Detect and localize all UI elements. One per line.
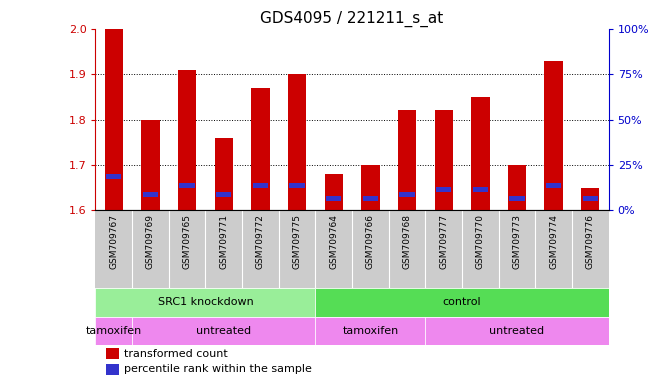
Bar — [399, 192, 415, 197]
Bar — [509, 197, 524, 202]
Text: untreated: untreated — [490, 326, 545, 336]
Bar — [141, 119, 159, 210]
Text: GSM709771: GSM709771 — [219, 214, 228, 269]
Bar — [546, 183, 561, 188]
Bar — [251, 88, 270, 210]
Bar — [425, 317, 609, 345]
Bar — [582, 197, 598, 202]
Bar — [216, 192, 232, 197]
Bar — [253, 183, 268, 188]
Text: GSM709774: GSM709774 — [549, 214, 558, 269]
Bar — [326, 197, 342, 202]
Bar — [363, 197, 378, 202]
Bar — [95, 288, 315, 317]
Text: GSM709769: GSM709769 — [146, 214, 155, 269]
Bar — [180, 183, 195, 188]
Bar — [581, 188, 599, 210]
Bar — [436, 187, 451, 192]
Bar — [106, 348, 118, 359]
Text: GSM709777: GSM709777 — [439, 214, 448, 269]
Text: GSM709775: GSM709775 — [293, 214, 301, 269]
Bar — [398, 111, 416, 210]
Text: GSM709773: GSM709773 — [513, 214, 522, 269]
Bar — [315, 317, 425, 345]
Bar — [434, 111, 453, 210]
Text: GSM709764: GSM709764 — [329, 214, 338, 269]
Text: untreated: untreated — [196, 326, 251, 336]
Text: GSM709776: GSM709776 — [586, 214, 595, 269]
Bar — [143, 192, 158, 197]
Text: transformed count: transformed count — [124, 349, 228, 359]
Bar — [288, 74, 306, 210]
Text: control: control — [443, 297, 481, 308]
Text: GSM709766: GSM709766 — [366, 214, 375, 269]
Text: GSM709765: GSM709765 — [182, 214, 191, 269]
Text: GSM709772: GSM709772 — [256, 214, 265, 269]
Bar — [472, 187, 488, 192]
Bar — [544, 61, 563, 210]
Text: tamoxifen: tamoxifen — [86, 326, 142, 336]
Bar — [471, 97, 490, 210]
Text: GSM709770: GSM709770 — [476, 214, 485, 269]
Bar — [106, 364, 118, 375]
Bar — [290, 183, 305, 188]
Bar — [215, 138, 233, 210]
Title: GDS4095 / 221211_s_at: GDS4095 / 221211_s_at — [261, 11, 443, 27]
Bar — [508, 165, 526, 210]
Bar — [315, 288, 609, 317]
Text: GSM709768: GSM709768 — [403, 214, 411, 269]
Bar — [105, 29, 123, 210]
Text: tamoxifen: tamoxifen — [342, 326, 399, 336]
Text: SRC1 knockdown: SRC1 knockdown — [157, 297, 253, 308]
Bar — [178, 70, 196, 210]
Bar — [132, 317, 315, 345]
Text: GSM709767: GSM709767 — [109, 214, 118, 269]
Bar — [95, 317, 132, 345]
Text: percentile rank within the sample: percentile rank within the sample — [124, 364, 311, 374]
Bar — [361, 165, 380, 210]
Bar — [324, 174, 343, 210]
Bar — [106, 174, 122, 179]
